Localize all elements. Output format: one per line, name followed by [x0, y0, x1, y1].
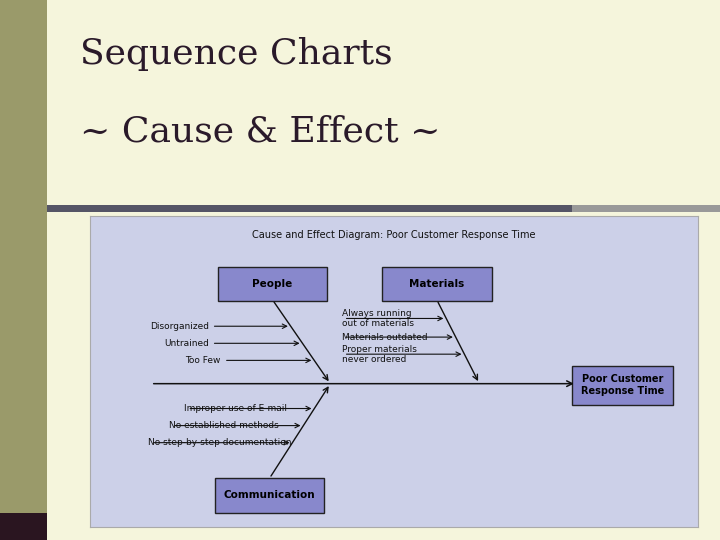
- Text: Too Few: Too Few: [186, 356, 221, 365]
- Text: Poor Customer
Response Time: Poor Customer Response Time: [581, 374, 664, 396]
- FancyBboxPatch shape: [572, 205, 720, 212]
- Text: Disorganized: Disorganized: [150, 322, 209, 330]
- FancyBboxPatch shape: [382, 267, 492, 301]
- Text: Proper materials
never ordered: Proper materials never ordered: [343, 345, 418, 364]
- Text: Always running
out of materials: Always running out of materials: [343, 309, 415, 328]
- Text: Cause and Effect Diagram: Poor Customer Response Time: Cause and Effect Diagram: Poor Customer …: [253, 230, 536, 240]
- FancyBboxPatch shape: [217, 267, 328, 301]
- Text: Improper use of E-mail: Improper use of E-mail: [184, 404, 287, 413]
- FancyBboxPatch shape: [572, 366, 672, 404]
- Text: No step-by-step documentation: No step-by-step documentation: [148, 438, 292, 447]
- Text: People: People: [253, 279, 292, 289]
- Text: No established methods: No established methods: [169, 421, 279, 430]
- FancyBboxPatch shape: [0, 513, 47, 540]
- Text: Untrained: Untrained: [163, 339, 209, 348]
- Text: ~ Cause & Effect ~: ~ Cause & Effect ~: [81, 114, 441, 148]
- FancyBboxPatch shape: [215, 478, 324, 512]
- Text: Materials: Materials: [409, 279, 464, 289]
- Text: Communication: Communication: [224, 490, 315, 501]
- Text: Materials outdated: Materials outdated: [343, 333, 428, 342]
- Text: Sequence Charts: Sequence Charts: [81, 37, 393, 71]
